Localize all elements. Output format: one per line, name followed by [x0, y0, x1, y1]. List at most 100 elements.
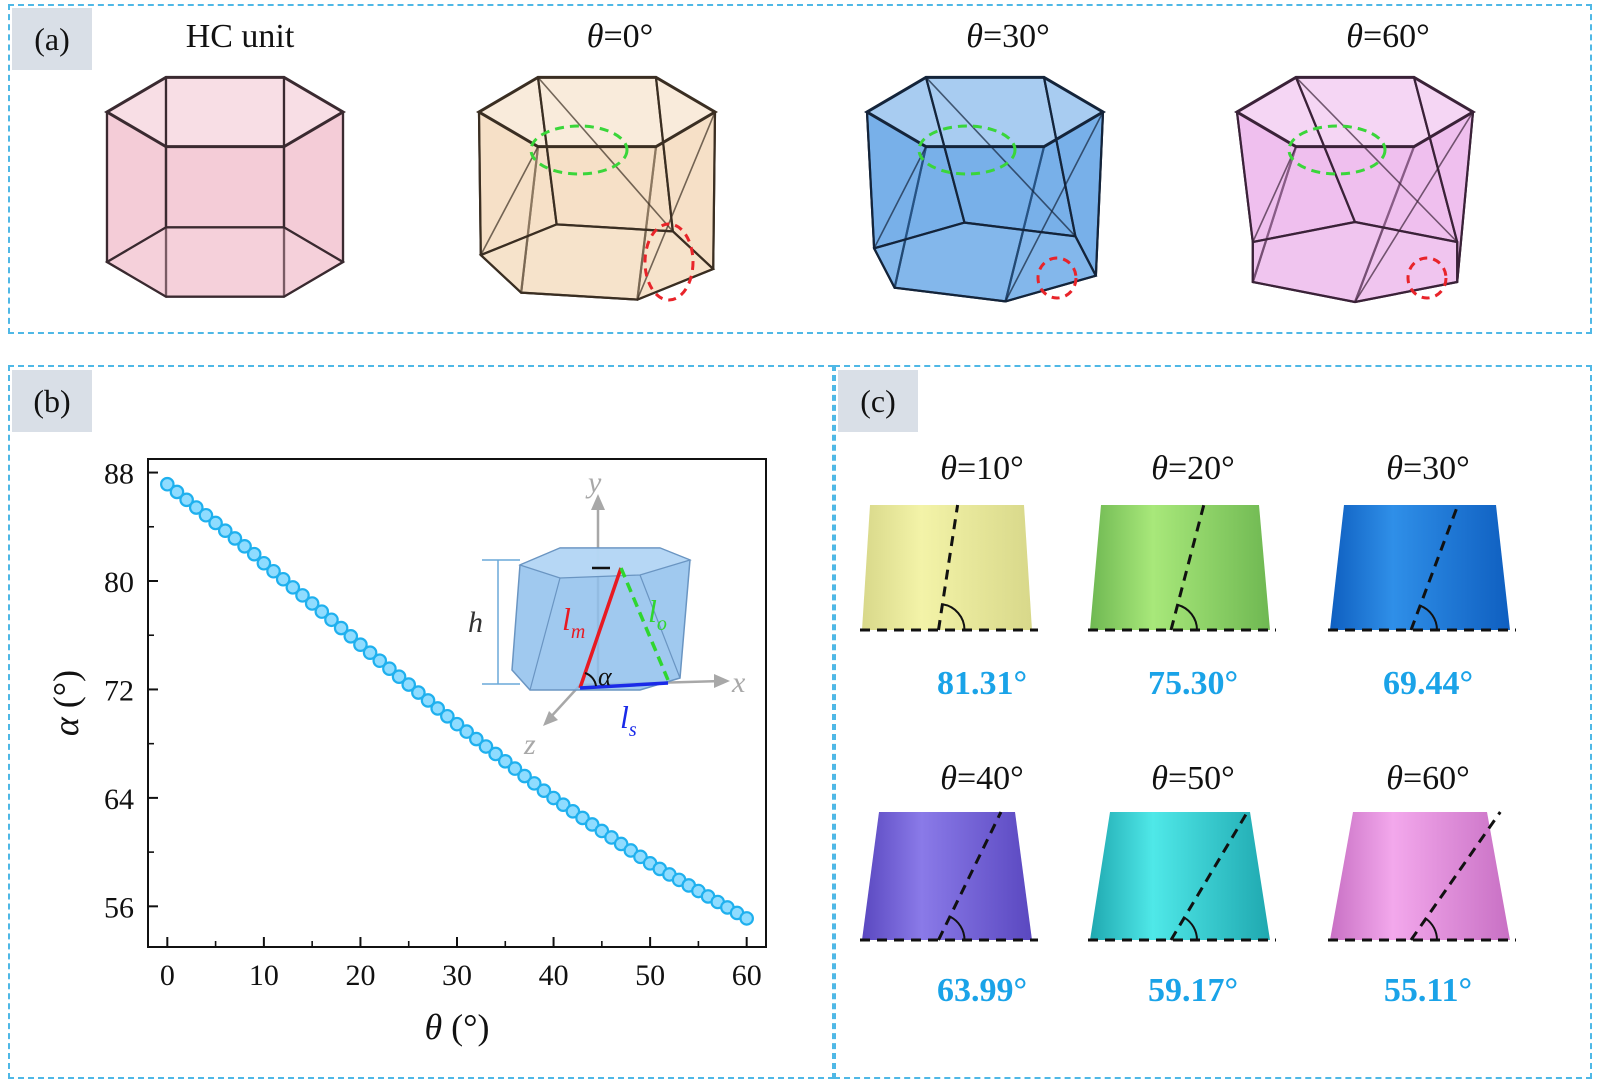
- data-point: [575, 810, 590, 826]
- twist-edge: [537, 76, 674, 232]
- data-point: [353, 637, 368, 653]
- data-point: [275, 571, 291, 587]
- data-point: [401, 677, 417, 692]
- twist-block: [1090, 505, 1270, 630]
- twist-title: θ=60°: [1386, 760, 1470, 797]
- data-point: [449, 716, 465, 732]
- twist-edge: [1004, 111, 1104, 302]
- twist-title: θ=10°: [940, 450, 1024, 487]
- angle-arc: [1177, 603, 1198, 631]
- data-point: [237, 538, 252, 554]
- data-point: [507, 761, 523, 776]
- inset-z-axis: [547, 684, 581, 721]
- slant-line: [937, 811, 1003, 941]
- data-point: [459, 724, 474, 739]
- data-point: [555, 797, 571, 812]
- data-point: [382, 661, 397, 677]
- twist-edge: [1354, 111, 1474, 303]
- x-tick-label: 0: [160, 959, 175, 992]
- x-tick-label: 10: [249, 959, 279, 992]
- y-tick-label: 72: [104, 674, 134, 707]
- unit-title-theta-30: θ=30°: [966, 18, 1050, 55]
- twist-title: θ=20°: [1151, 450, 1235, 487]
- data-point: [343, 629, 359, 644]
- twist-block: [1090, 812, 1270, 940]
- twist-edge: [925, 76, 1076, 237]
- hex-unit-hc: [104, 75, 346, 298]
- data-point: [430, 701, 445, 716]
- data-point: [227, 531, 243, 546]
- slant-line: [1169, 811, 1249, 941]
- hex-top: [864, 75, 1106, 149]
- unit-title-theta-0: θ=0°: [586, 18, 654, 55]
- data-point: [411, 685, 426, 700]
- hex-top: [1234, 75, 1476, 149]
- data-point: [295, 588, 310, 603]
- twist-angle-value: 81.31°: [936, 665, 1028, 702]
- twist-title: θ=30°: [1386, 450, 1470, 487]
- y-axis-label: α (°): [46, 670, 86, 736]
- data-point: [420, 693, 436, 708]
- data-point: [613, 836, 629, 852]
- data-point: [246, 546, 262, 562]
- twist-block: [1330, 505, 1510, 630]
- y-tick-label: 88: [104, 458, 134, 491]
- twist-edge: [636, 111, 716, 300]
- data-point: [324, 612, 339, 628]
- panel-c-frame: [834, 365, 1592, 1079]
- twist-title: θ=40°: [940, 760, 1024, 797]
- panel-a-label: (a): [12, 8, 92, 70]
- inset-h-label: h: [468, 606, 483, 639]
- data-point: [488, 746, 503, 762]
- panel-c-label: (c): [838, 370, 918, 432]
- data-point: [333, 620, 349, 636]
- inset-x-arrow: [714, 674, 730, 688]
- data-point: [198, 507, 214, 523]
- panel-a-frame: [8, 4, 1592, 334]
- angle-arc: [1425, 917, 1438, 941]
- slant-line: [1169, 504, 1206, 631]
- data-point: [169, 484, 185, 500]
- angle-arc: [1419, 604, 1438, 631]
- inset-alpha-label: α: [598, 662, 613, 691]
- x-tick-label: 60: [732, 959, 762, 992]
- panel-b-label: (b): [12, 370, 92, 432]
- data-point: [517, 768, 532, 784]
- twist-angle-value: 59.17°: [1147, 972, 1239, 1009]
- twist-edge: [1252, 146, 1297, 243]
- data-point: [546, 790, 561, 806]
- twist-block: [862, 812, 1032, 940]
- twist-angle-value: 55.11°: [1383, 972, 1473, 1009]
- data-point: [391, 669, 407, 685]
- twist-block: [1330, 812, 1510, 940]
- twist-edge: [480, 146, 539, 256]
- twist-edge: [873, 146, 927, 249]
- data-point: [497, 753, 513, 769]
- hex-unit-theta-30: [864, 75, 1106, 303]
- inset-alpha-arc: [584, 672, 597, 687]
- data-point: [285, 580, 301, 595]
- y-tick-label: 64: [104, 783, 134, 816]
- inset-lo-line: [619, 567, 670, 681]
- inset-z-arrow: [543, 711, 558, 726]
- data-point: [188, 500, 204, 515]
- data-point: [633, 849, 648, 865]
- x-tick-label: 40: [539, 959, 569, 992]
- inset-y-label: y: [585, 466, 602, 499]
- twist-angle-value: 63.99°: [936, 972, 1028, 1009]
- data-point: [217, 523, 233, 539]
- hex-bottom: [104, 226, 346, 298]
- hex-top: [104, 75, 346, 149]
- data-point: [266, 563, 281, 579]
- angle-arc: [1183, 916, 1198, 941]
- data-point: [314, 604, 330, 619]
- data-point: [208, 515, 223, 531]
- data-point: [256, 555, 272, 571]
- inset-x-label: x: [731, 666, 746, 699]
- inset-lm-line: [578, 567, 623, 689]
- red-highlight-ellipse: [1036, 256, 1078, 300]
- x-tick-label: 20: [345, 959, 375, 992]
- honeycomb-units: [104, 75, 1476, 304]
